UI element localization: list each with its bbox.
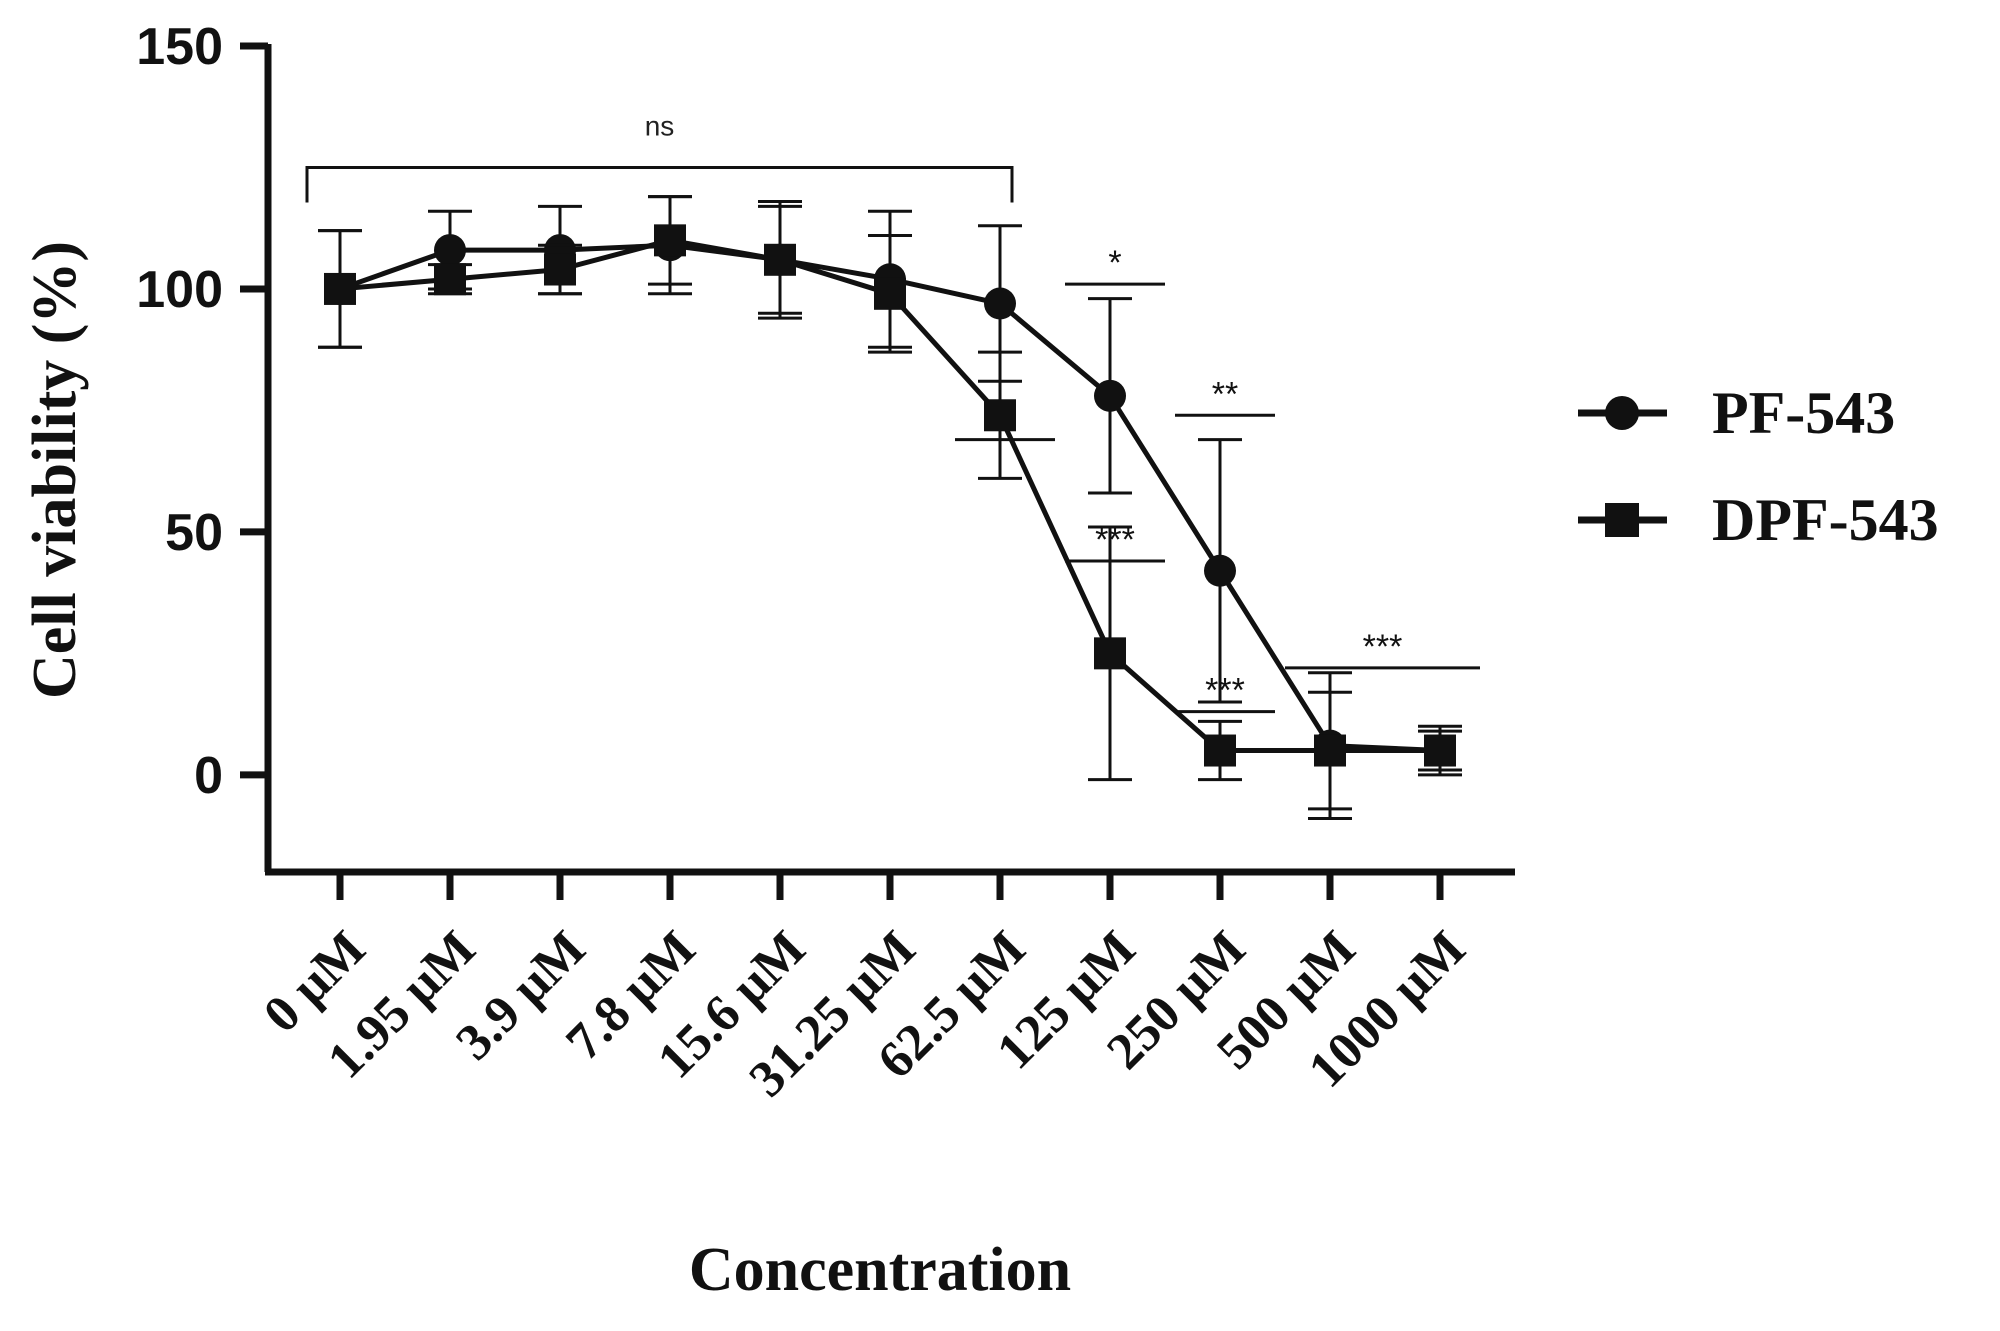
significance-label: *** <box>1205 672 1245 710</box>
ns-label: ns <box>645 110 675 141</box>
data-point-dpf-543 <box>1204 734 1236 767</box>
legend-marker-pf-543 <box>1605 396 1639 430</box>
data-point-pf-543 <box>984 287 1016 320</box>
y-axis-title: Cell viability (%) <box>21 241 89 699</box>
series-dpf-543 <box>318 195 1462 811</box>
data-point-pf-543 <box>434 234 466 267</box>
y-tick-label: 100 <box>136 261 223 319</box>
y-tick-label: 150 <box>136 18 223 76</box>
data-point-dpf-543 <box>1314 734 1346 767</box>
significance-label: * <box>1108 244 1121 282</box>
legend: PF-543 DPF-543 <box>1578 380 1939 553</box>
data-point-dpf-543 <box>764 243 796 276</box>
legend-label-dpf-543: DPF-543 <box>1712 487 1939 553</box>
series <box>318 195 1462 821</box>
data-point-dpf-543 <box>1094 637 1126 670</box>
significance-annotations: ns************* <box>305 110 1480 714</box>
data-point-dpf-543 <box>324 272 356 305</box>
data-point-dpf-543 <box>874 277 906 310</box>
y-ticks: 0 50 100 150 <box>136 18 268 805</box>
data-point-pf-543 <box>1204 554 1236 587</box>
data-point-dpf-543 <box>544 253 576 286</box>
legend-label-pf-543: PF-543 <box>1712 380 1895 446</box>
data-point-dpf-543 <box>434 263 466 296</box>
x-axis-title: Concentration <box>689 1236 1071 1304</box>
ns-bracket <box>305 165 1014 203</box>
significance-label: ** <box>1212 375 1238 413</box>
data-point-dpf-543 <box>654 224 686 257</box>
legend-marker-dpf-543 <box>1605 503 1639 537</box>
data-point-dpf-543 <box>984 399 1016 432</box>
data-point-pf-543 <box>1094 379 1126 412</box>
data-point-dpf-543 <box>1424 734 1456 767</box>
significance-label: *** <box>1363 628 1403 666</box>
y-tick-label: 0 <box>194 747 223 805</box>
y-tick-label: 50 <box>165 504 223 562</box>
